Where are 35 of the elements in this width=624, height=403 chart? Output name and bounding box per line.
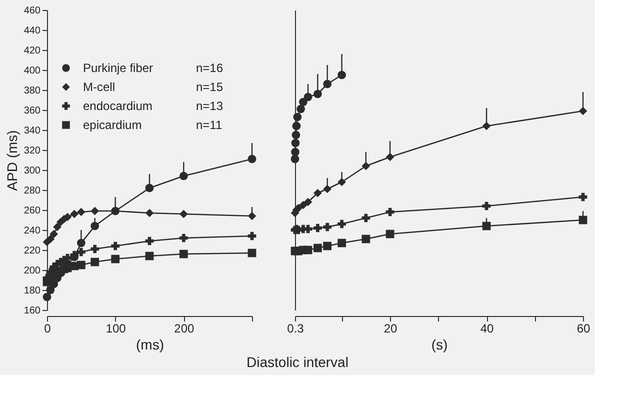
legend-label: endocardium — [83, 99, 152, 113]
y-tick-label: 340 — [24, 126, 41, 136]
y-axis-title: APD (ms) — [4, 130, 20, 191]
text: Diastolic interval — [246, 354, 348, 370]
y-tick-label: 380 — [24, 86, 41, 96]
x-tick-label: 100 — [106, 322, 126, 336]
legend-label: epicardium — [83, 118, 142, 132]
y-tick-label: 440 — [24, 26, 41, 36]
y-tick-label: 200 — [24, 266, 41, 276]
x-tick-label: 0.3 — [287, 322, 304, 336]
y-tick-label: 180 — [24, 286, 41, 296]
y-tick-label: 420 — [24, 46, 41, 56]
annotation: n=15 — [196, 80, 224, 94]
y-tick-label: 460 — [24, 6, 41, 16]
y-tick-label: 260 — [24, 206, 41, 216]
y-tick-label: 300 — [24, 166, 41, 176]
annotation: n=11 — [196, 118, 222, 132]
y-tick-label: 220 — [24, 246, 41, 256]
annotation: n=13 — [196, 99, 224, 113]
y-tick-label: 160 — [24, 306, 41, 316]
x-tick-label: 0 — [44, 322, 52, 336]
y-tick-label: 280 — [24, 186, 41, 196]
annotation: n=16 — [196, 61, 224, 75]
x-tick-label: 200 — [174, 322, 194, 336]
x-tick-label: 20 — [384, 322, 398, 336]
y-tick-label: 320 — [24, 146, 41, 156]
x-axis-title: (ms) — [136, 336, 164, 352]
x-tick-label: 40 — [480, 322, 494, 336]
x-tick-label: 60 — [576, 322, 590, 336]
y-tick-label: 240 — [24, 226, 41, 236]
y-tick-label: 400 — [24, 66, 41, 76]
legend-label: Purkinje fiber — [83, 61, 154, 75]
x-axis-title: (s) — [431, 336, 448, 352]
y-tick-label: 360 — [24, 106, 41, 116]
legend-label: M-cell — [83, 80, 115, 94]
